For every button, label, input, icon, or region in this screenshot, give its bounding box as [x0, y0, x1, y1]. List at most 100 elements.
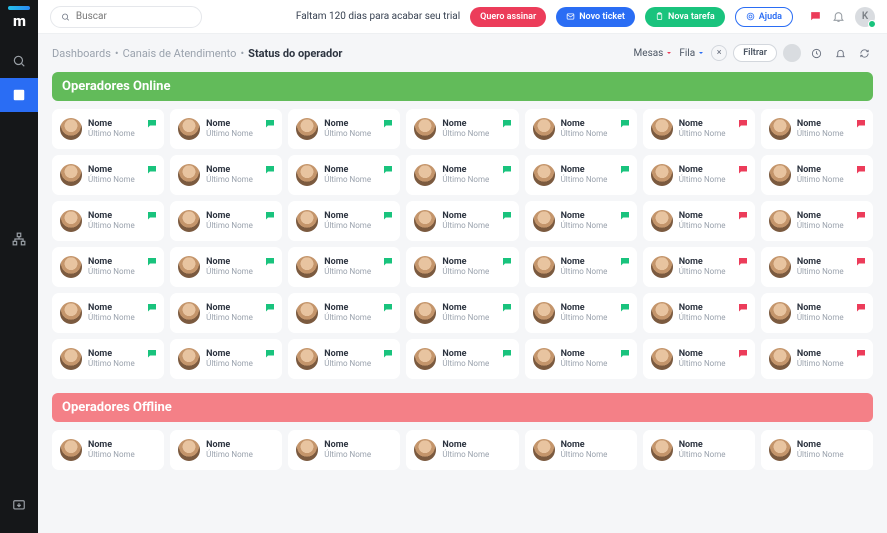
new-ticket-button[interactable]: Novo ticket: [556, 7, 635, 27]
operator-card[interactable]: Nome Último Nome: [288, 201, 400, 241]
operator-avatar: [533, 348, 555, 370]
operator-card[interactable]: Nome Último Nome: [525, 430, 637, 470]
operator-card[interactable]: Nome Último Nome: [643, 247, 755, 287]
operator-card[interactable]: Nome Último Nome: [170, 293, 282, 333]
search-box[interactable]: [50, 6, 202, 28]
operator-card[interactable]: Nome Último Nome: [52, 430, 164, 470]
operator-text: Nome Último Nome: [206, 350, 253, 369]
operator-card[interactable]: Nome Último Nome: [406, 430, 518, 470]
operator-card[interactable]: Nome Último Nome: [643, 339, 755, 379]
operator-text: Nome Último Nome: [324, 258, 371, 277]
operator-text: Nome Último Nome: [442, 258, 489, 277]
fila-dropdown[interactable]: Fila: [679, 48, 705, 59]
sidebar-item-dashboard[interactable]: [0, 78, 38, 112]
chat-bubble-icon: [855, 253, 867, 265]
operator-avatar: [296, 439, 318, 461]
operator-lastname: Último Nome: [206, 451, 253, 460]
operator-card[interactable]: Nome Último Nome: [170, 339, 282, 379]
operator-card[interactable]: Nome Último Nome: [52, 109, 164, 149]
operator-avatar: [769, 164, 791, 186]
operator-card[interactable]: Nome Último Nome: [288, 247, 400, 287]
operator-avatar: [769, 210, 791, 232]
operator-card[interactable]: Nome Último Nome: [406, 155, 518, 195]
operator-lastname: Último Nome: [679, 222, 726, 231]
operator-avatar: [296, 256, 318, 278]
operator-card[interactable]: Nome Último Nome: [170, 247, 282, 287]
operator-card[interactable]: Nome Último Nome: [761, 201, 873, 241]
chat-bubble-icon: [737, 345, 749, 357]
operator-card[interactable]: Nome Último Nome: [288, 109, 400, 149]
operator-card[interactable]: Nome Último Nome: [643, 293, 755, 333]
operator-avatar: [651, 164, 673, 186]
operator-card[interactable]: Nome Último Nome: [170, 430, 282, 470]
operator-card[interactable]: Nome Último Nome: [170, 155, 282, 195]
search-input[interactable]: [76, 11, 191, 22]
refresh-icon[interactable]: [855, 44, 873, 62]
operator-card[interactable]: Nome Último Nome: [52, 155, 164, 195]
operator-avatar: [60, 118, 82, 140]
operator-card[interactable]: Nome Último Nome: [406, 339, 518, 379]
operator-lastname: Último Nome: [88, 268, 135, 277]
clear-filter-button[interactable]: ×: [711, 45, 727, 61]
operator-lastname: Último Nome: [797, 176, 844, 185]
operator-lastname: Último Nome: [797, 360, 844, 369]
operator-card[interactable]: Nome Último Nome: [406, 201, 518, 241]
bell-icon[interactable]: [831, 44, 849, 62]
operator-lastname: Último Nome: [442, 314, 489, 323]
filter-button[interactable]: Filtrar: [733, 44, 777, 62]
operator-card[interactable]: Nome Último Nome: [643, 201, 755, 241]
operator-card[interactable]: Nome Último Nome: [288, 293, 400, 333]
help-button[interactable]: Ajuda: [735, 7, 793, 27]
operator-card[interactable]: Nome Último Nome: [761, 430, 873, 470]
operator-card[interactable]: Nome Último Nome: [170, 109, 282, 149]
operator-avatar: [178, 164, 200, 186]
operator-lastname: Último Nome: [797, 451, 844, 460]
breadcrumb-l2[interactable]: Canais de Atendimento: [123, 47, 237, 60]
operator-card[interactable]: Nome Último Nome: [761, 247, 873, 287]
operator-card[interactable]: Nome Último Nome: [52, 293, 164, 333]
operator-card[interactable]: Nome Último Nome: [761, 155, 873, 195]
operator-card[interactable]: Nome Último Nome: [525, 109, 637, 149]
operator-card[interactable]: Nome Último Nome: [761, 293, 873, 333]
user-pill[interactable]: [783, 44, 801, 62]
operator-card[interactable]: Nome Último Nome: [643, 109, 755, 149]
operator-card[interactable]: Nome Último Nome: [525, 247, 637, 287]
chat-notification-icon[interactable]: [809, 10, 822, 23]
operator-card[interactable]: Nome Último Nome: [525, 293, 637, 333]
bell-icon[interactable]: [832, 10, 845, 23]
operator-text: Nome Último Nome: [797, 441, 844, 460]
operator-card[interactable]: Nome Último Nome: [288, 155, 400, 195]
chat-bubble-icon: [855, 161, 867, 173]
breadcrumb-l1[interactable]: Dashboards: [52, 47, 111, 60]
operator-card[interactable]: Nome Último Nome: [525, 155, 637, 195]
operator-card[interactable]: Nome Último Nome: [525, 201, 637, 241]
operator-card[interactable]: Nome Último Nome: [406, 109, 518, 149]
operator-lastname: Último Nome: [88, 451, 135, 460]
operator-card[interactable]: Nome Último Nome: [52, 201, 164, 241]
new-task-button[interactable]: Nova tarefa: [645, 7, 725, 27]
operator-card[interactable]: Nome Último Nome: [288, 430, 400, 470]
chat-bubble-icon: [264, 345, 276, 357]
search-icon: [61, 12, 70, 22]
operator-card[interactable]: Nome Último Nome: [643, 430, 755, 470]
operator-card[interactable]: Nome Último Nome: [643, 155, 755, 195]
sidebar-item-download[interactable]: [0, 489, 38, 523]
operator-card[interactable]: Nome Último Nome: [288, 339, 400, 379]
history-icon[interactable]: [807, 44, 825, 62]
operator-card[interactable]: Nome Último Nome: [761, 109, 873, 149]
operator-lastname: Último Nome: [679, 176, 726, 185]
operator-card[interactable]: Nome Último Nome: [52, 339, 164, 379]
mesas-dropdown[interactable]: Mesas: [634, 48, 674, 59]
operator-card[interactable]: Nome Último Nome: [170, 201, 282, 241]
operator-card[interactable]: Nome Último Nome: [761, 339, 873, 379]
subscribe-button[interactable]: Quero assinar: [470, 7, 546, 27]
operator-card[interactable]: Nome Último Nome: [406, 293, 518, 333]
operator-lastname: Último Nome: [561, 130, 608, 139]
page-header-controls: Mesas Fila × Filtrar: [634, 44, 873, 62]
sidebar-item-hierarchy[interactable]: [0, 222, 38, 256]
operator-card[interactable]: Nome Último Nome: [52, 247, 164, 287]
sidebar-item-search[interactable]: [0, 44, 38, 78]
user-avatar[interactable]: K: [855, 7, 875, 27]
operator-card[interactable]: Nome Último Nome: [406, 247, 518, 287]
operator-card[interactable]: Nome Último Nome: [525, 339, 637, 379]
